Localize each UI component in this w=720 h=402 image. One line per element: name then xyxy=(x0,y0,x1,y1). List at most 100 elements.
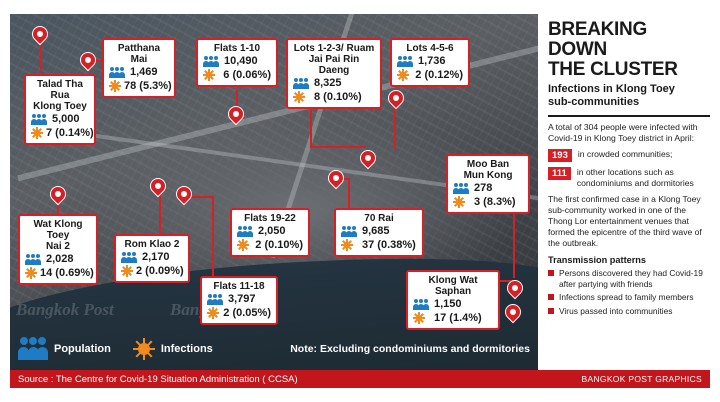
infections-value: 2 (0.12%) xyxy=(415,69,463,81)
population-icon xyxy=(397,55,413,67)
virus-icon xyxy=(341,239,353,251)
population-value: 1,736 xyxy=(418,55,446,67)
virus-icon xyxy=(397,69,409,81)
virus-icon xyxy=(453,196,465,208)
community-card: Talad Tha Rua Klong Toey 5,000 7 (0.14%) xyxy=(24,74,96,145)
population-value: 2,028 xyxy=(46,253,74,265)
stat-number: 193 xyxy=(548,149,572,162)
virus-icon xyxy=(237,239,249,251)
virus-icon xyxy=(25,267,37,279)
legend: Population Infections Note: Excluding co… xyxy=(18,332,538,366)
community-name: Klong Toey xyxy=(33,101,87,112)
bullet-icon xyxy=(548,270,554,276)
community-name: Nai 2 xyxy=(46,241,70,252)
connector-line xyxy=(348,180,350,210)
population-icon xyxy=(121,251,137,263)
infections-value: 3 (8.3%) xyxy=(474,196,516,208)
community-card: Klong Wat Saphan 1,150 17 (1.4%) xyxy=(406,270,500,330)
transmission-text: Infections spread to family members xyxy=(559,292,694,302)
connector-line xyxy=(394,94,396,150)
community-name: Wat Klong Toey xyxy=(33,219,83,241)
infections-value: 6 (0.06%) xyxy=(223,69,271,81)
community-name: Mun Kong xyxy=(463,170,513,181)
population-value: 3,797 xyxy=(228,293,256,305)
connector-line xyxy=(310,146,366,148)
panel-title: BREAKING DOWN THE CLUSTER xyxy=(548,20,710,80)
community-name: Lots 1-2-3/ Ruam xyxy=(293,43,375,54)
population-icon xyxy=(25,253,41,265)
infections-value: 14 (0.69%) xyxy=(40,267,94,279)
infections-value: 2 (0.10%) xyxy=(255,239,303,251)
community-name: Flats 11-18 xyxy=(213,281,265,292)
community-card: Patthana Mai 1,469 78 (5.3%) xyxy=(102,38,176,98)
connector-line xyxy=(178,196,214,198)
legend-population-label: Population xyxy=(54,343,111,355)
connector-line xyxy=(94,60,104,62)
population-value: 9,685 xyxy=(362,225,390,237)
community-name: Klong Wat Saphan xyxy=(428,275,478,297)
connector-line xyxy=(310,110,312,146)
community-name: Patthana Mai xyxy=(117,43,161,65)
source-bar: Source : The Centre for Covid-19 Situati… xyxy=(10,370,710,388)
community-card: Flats 11-18 3,797 2 (0.05%) xyxy=(200,276,278,325)
community-name: Moo Ban xyxy=(466,159,510,170)
virus-icon xyxy=(293,91,305,103)
population-value: 2,170 xyxy=(142,251,170,263)
infections-value: 37 (0.38%) xyxy=(362,239,416,251)
community-name: Lots 4-5-6 xyxy=(406,43,454,54)
community-card: Moo Ban Mun Kong 278 3 (8.3%) xyxy=(446,154,530,214)
transmission-text: Virus passed into communities xyxy=(559,305,673,316)
community-card: 70 Rai 9,685 37 (0.38%) xyxy=(334,208,424,257)
first-case-text: The first confirmed case in a Klong Toey… xyxy=(548,194,702,248)
virus-icon xyxy=(121,265,133,277)
population-value: 2,050 xyxy=(258,225,286,237)
community-card: Rom Klao 2 2,170 2 (0.09%) xyxy=(114,234,190,283)
virus-icon xyxy=(207,307,219,319)
population-value: 10,490 xyxy=(224,55,258,67)
population-icon xyxy=(341,225,357,237)
population-value: 1,469 xyxy=(130,66,158,78)
transmission-item: Infections spread to family members xyxy=(548,292,710,303)
population-icon xyxy=(237,225,253,237)
population-value: 1,150 xyxy=(434,298,462,310)
bullet-icon xyxy=(548,307,554,314)
subtitle-line: sub-communities xyxy=(548,96,640,108)
population-icon xyxy=(31,113,47,125)
connector-line xyxy=(57,196,59,216)
virus-icon xyxy=(413,312,425,324)
title-line: THE CLUSTER xyxy=(548,59,678,80)
community-card: Lots 1-2-3/ Ruam Jai Pai Rin Daeng 8,325… xyxy=(286,38,382,109)
infections-value: 8 (0.10%) xyxy=(314,91,362,103)
infections-value: 78 (5.3%) xyxy=(124,80,172,92)
virus-icon xyxy=(31,127,43,139)
population-icon xyxy=(207,293,223,305)
population-icon xyxy=(293,77,309,89)
stat-row: 193 in crowded communities; xyxy=(548,149,710,162)
community-card: Wat Klong Toey Nai 2 2,028 14 (0.69%) xyxy=(18,214,98,285)
population-value: 5,000 xyxy=(52,113,80,125)
population-icon xyxy=(453,182,469,194)
community-name: 70 Rai xyxy=(364,213,394,224)
community-card: Lots 4-5-6 1,736 2 (0.12%) xyxy=(390,38,470,87)
connector-line xyxy=(159,188,161,236)
community-name: Talad Tha Rua xyxy=(37,79,83,101)
source-text: Source : The Centre for Covid-19 Situati… xyxy=(18,373,298,385)
community-name: Flats 1-10 xyxy=(213,43,261,54)
bullet-icon xyxy=(548,294,554,300)
connector-line xyxy=(500,280,514,282)
subtitle-line: Infections in Klong Toey xyxy=(548,83,675,95)
population-icon xyxy=(203,55,219,67)
population-value: 8,325 xyxy=(314,77,342,89)
population-icon xyxy=(109,66,125,78)
infographic: Bangkok Post Bangkok Post Talad Tha Rua … xyxy=(10,14,710,388)
title-line: BREAKING DOWN xyxy=(548,19,647,60)
infections-value: 7 (0.14%) xyxy=(46,127,94,139)
legend-infections-label: Infections xyxy=(160,343,213,355)
watermark: Bangkok Post xyxy=(16,300,114,319)
intro-text: A total of 304 people were infected with… xyxy=(548,122,698,143)
virus-icon xyxy=(132,338,155,360)
connector-line xyxy=(236,90,238,114)
connector-line xyxy=(40,38,42,72)
community-name: Flats 19-22 xyxy=(244,213,296,224)
credit-text: BANGKOK POST GRAPHICS xyxy=(581,374,702,384)
